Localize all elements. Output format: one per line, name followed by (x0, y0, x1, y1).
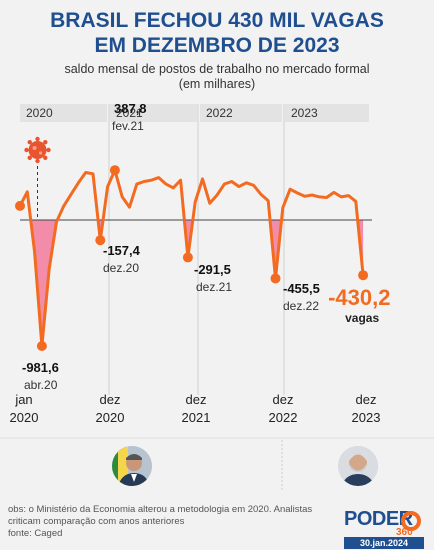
data-point-annotated (95, 235, 106, 246)
poder360-logo: PODER 360 30.jan.2024 (340, 505, 430, 549)
annotation-value: -455,5 (283, 281, 320, 296)
year-band (110, 104, 197, 122)
bolsonaro-photo (112, 446, 152, 486)
lula-photo (338, 446, 378, 486)
highlight-value-label: -430,2 (328, 285, 390, 310)
annotation-date: abr.20 (24, 378, 58, 392)
series-line (18, 168, 365, 348)
coronavirus-spike (35, 136, 40, 142)
x-tick-year: 2023 (352, 410, 381, 425)
x-tick-year: 2021 (182, 410, 211, 425)
x-tick-label: dez (100, 392, 121, 407)
x-tick-label: dez (273, 392, 294, 407)
footnote: obs: o Ministério da Economia alterou a … (8, 504, 338, 540)
x-tick-label: jan (14, 392, 32, 407)
x-tick-label: dez (186, 392, 207, 407)
year-label: 2022 (206, 106, 233, 120)
coronavirus-spike (43, 140, 48, 145)
annotation-value: 387,8 (114, 101, 147, 116)
data-point-annotated (36, 341, 47, 351)
year-band (285, 104, 369, 122)
year-band (20, 104, 107, 122)
coronavirus-spot (32, 146, 37, 150)
data-point-annotated (109, 165, 120, 176)
x-tick-year: 2020 (96, 410, 125, 425)
data-point-highlight (358, 270, 369, 281)
x-tick-label: dez (356, 392, 377, 407)
logo-sun-icon (401, 511, 421, 531)
year-label: 2023 (291, 106, 318, 120)
logo-number: 360 (396, 527, 413, 538)
data-point-annotated (270, 273, 281, 284)
coronavirus-spot (38, 151, 43, 155)
coronavirus-spike (27, 155, 32, 160)
year-band (200, 104, 282, 122)
year-label: 2021 (116, 106, 143, 120)
chart-subtitle: saldo mensal de postos de trabalho no me… (64, 62, 370, 76)
annotation-date: dez.21 (196, 280, 232, 294)
data-point-start (15, 200, 25, 211)
line-chart: 2020 2021 2022 2023 -981,6 abr.20 -157,4 dez.20… (0, 101, 434, 492)
highlight-unit-label: vagas (345, 311, 379, 325)
source-note: fonte: Caged (8, 528, 63, 539)
data-point-annotated (182, 252, 193, 263)
chart-title-line-2: EM DEZEMBRO DE 2023 (94, 34, 340, 57)
coronavirus-spike (46, 147, 51, 153)
chart-title-line-1: BRASIL FECHOU 430 MIL VAGAS (50, 9, 384, 32)
annotation-date: fev.21 (112, 119, 144, 133)
coronavirus-spike (27, 140, 32, 145)
x-tick-year: 2020 (10, 410, 39, 425)
coronavirus-spike (24, 147, 29, 153)
year-label: 2020 (26, 106, 53, 120)
annotation-date: dez.22 (283, 299, 319, 313)
methodology-note: obs: o Ministério da Economia alterou a … (8, 504, 313, 527)
annotation-date: dez.20 (103, 261, 139, 275)
coronavirus-spike (43, 155, 48, 160)
annotation-value: -157,4 (103, 243, 141, 258)
chart-unit-label: (em milhares) (178, 77, 256, 91)
coronavirus-spike (35, 158, 40, 164)
publish-date: 30.jan.2024 (344, 537, 424, 549)
annotation-value: -981,6 (22, 360, 59, 375)
coronavirus-icon (28, 141, 47, 159)
annotation-value: -291,5 (194, 262, 231, 277)
logo-word: PODER (344, 508, 413, 530)
x-tick-year: 2022 (269, 410, 298, 425)
